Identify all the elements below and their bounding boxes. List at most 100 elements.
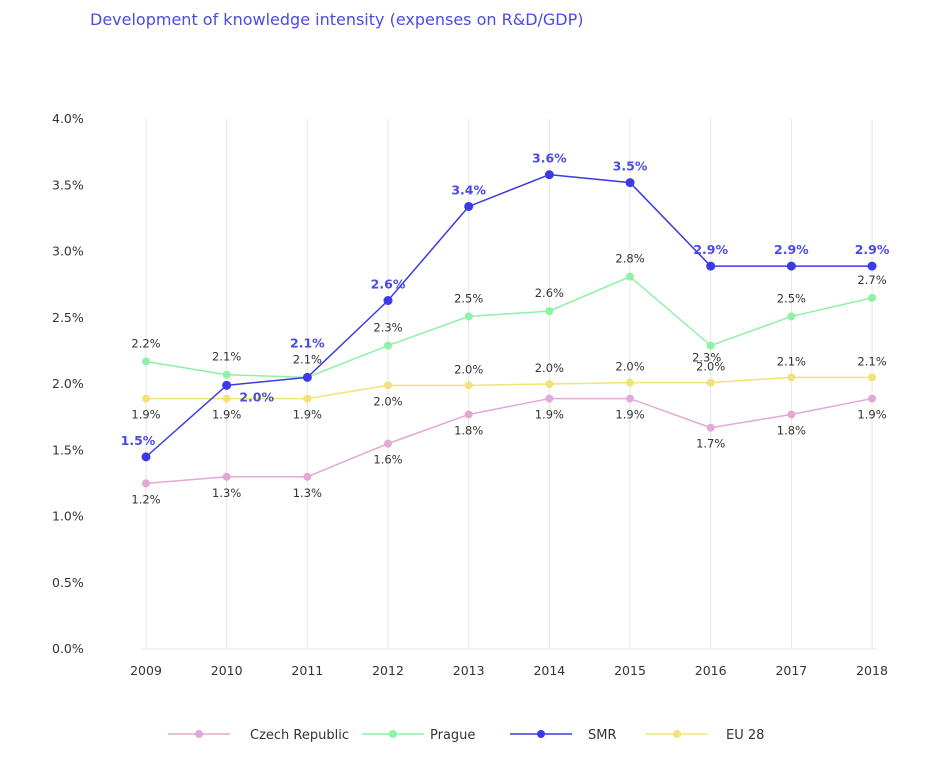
data-label-czech-republic: 1.7% [696, 437, 725, 451]
data-label-prague: 2.3% [692, 351, 721, 365]
data-point-prague [545, 307, 554, 316]
data-point-czech-republic [706, 423, 715, 432]
data-label-eu-28: 1.9% [293, 408, 322, 422]
data-label-eu-28: 2.0% [615, 360, 644, 374]
data-label-smr: 2.6% [371, 277, 406, 292]
data-point-eu-28 [787, 373, 796, 382]
data-point-smr [222, 380, 232, 390]
data-point-prague [787, 312, 796, 321]
y-tick-label: 2.0% [52, 376, 84, 391]
x-tick-label: 2015 [614, 663, 646, 678]
data-label-prague: 2.5% [777, 291, 806, 305]
x-tick-label: 2016 [695, 663, 727, 678]
data-point-prague [706, 341, 715, 350]
data-label-czech-republic: 1.9% [857, 408, 886, 422]
data-label-eu-28: 2.0% [535, 361, 564, 375]
data-point-eu-28 [142, 394, 150, 403]
y-tick-label: 4.0% [52, 111, 84, 126]
x-tick-label: 2012 [372, 663, 404, 678]
x-tick-label: 2013 [453, 663, 485, 678]
legend-label-smr: SMR [588, 728, 617, 743]
data-point-smr [706, 261, 716, 271]
data-point-eu-28 [868, 373, 877, 382]
y-tick-label: 1.5% [52, 442, 84, 457]
data-point-smr [544, 170, 554, 180]
series-line-prague [145, 275, 873, 379]
data-label-smr: 3.6% [532, 151, 567, 166]
data-label-eu-28: 2.1% [777, 354, 806, 368]
data-label-eu-28: 2.0% [696, 360, 725, 374]
y-tick-label: 2.5% [52, 310, 84, 325]
data-point-prague [868, 293, 877, 302]
data-label-eu-28: 2.0% [454, 362, 483, 376]
data-label-prague: 2.7% [857, 273, 886, 287]
data-label-czech-republic: 1.9% [615, 408, 644, 422]
data-point-eu-28 [706, 378, 715, 387]
series-line-czech-republic [145, 397, 873, 485]
data-label-prague: 2.6% [535, 286, 564, 300]
data-point-eu-28 [222, 394, 231, 403]
data-label-eu-28: 1.9% [131, 408, 160, 422]
data-label-eu-28: 1.9% [212, 408, 241, 422]
data-point-eu-28 [464, 381, 473, 390]
data-point-prague [384, 341, 393, 350]
data-label-prague: 2.1% [293, 352, 322, 366]
data-point-czech-republic [787, 410, 796, 419]
x-tick-label: 2018 [856, 663, 888, 678]
data-point-eu-28 [384, 381, 393, 390]
data-point-czech-republic [222, 472, 231, 481]
data-point-prague [464, 312, 473, 321]
data-label-eu-28: 2.0% [373, 394, 402, 408]
data-label-prague: 2.8% [615, 252, 644, 266]
data-point-czech-republic [303, 472, 312, 481]
data-label-czech-republic: 1.8% [454, 423, 483, 437]
data-point-czech-republic [545, 394, 554, 403]
y-tick-label: 0.5% [52, 575, 84, 590]
data-label-smr: 3.5% [613, 159, 648, 174]
data-point-czech-republic [626, 394, 635, 403]
data-label-smr: 2.0% [239, 389, 274, 404]
data-point-smr [867, 261, 877, 271]
data-label-eu-28: 2.1% [857, 354, 886, 368]
data-label-smr: 2.1% [290, 335, 325, 350]
chart-title: Development of knowledge intensity (expe… [90, 10, 584, 29]
data-label-smr: 2.9% [774, 242, 809, 257]
data-label-prague: 2.2% [131, 336, 160, 350]
data-point-eu-28 [545, 380, 554, 388]
data-label-czech-republic: 1.6% [373, 453, 402, 467]
data-point-smr [383, 296, 393, 306]
x-tick-label: 2011 [291, 663, 323, 678]
data-point-smr [464, 201, 474, 211]
data-label-prague: 2.5% [454, 291, 483, 305]
data-label-smr: 2.9% [693, 242, 728, 257]
x-tick-label: 2014 [533, 663, 565, 678]
data-label-prague: 2.1% [212, 350, 241, 364]
legend-marker-czech-republic [195, 730, 203, 738]
y-tick-label: 3.5% [52, 177, 84, 192]
y-tick-label: 0.0% [52, 641, 84, 656]
x-tick-label: 2009 [130, 663, 162, 678]
data-point-eu-28 [303, 394, 312, 403]
data-label-czech-republic: 1.8% [777, 423, 806, 437]
y-tick-label: 1.0% [52, 509, 84, 524]
series-line-smr [145, 173, 873, 458]
data-label-smr: 2.9% [855, 242, 890, 257]
legend-marker-eu-28 [673, 730, 681, 738]
y-tick-label: 3.0% [52, 244, 84, 259]
data-point-czech-republic [868, 394, 877, 403]
data-point-smr [786, 261, 796, 271]
data-point-smr [141, 452, 151, 462]
data-label-smr: 3.4% [451, 182, 486, 197]
data-label-czech-republic: 1.2% [131, 492, 160, 506]
data-point-czech-republic [464, 410, 473, 419]
x-tick-label: 2017 [775, 663, 807, 678]
data-point-czech-republic [384, 439, 393, 448]
legend-label-prague: Prague [430, 728, 475, 743]
data-point-prague [222, 370, 231, 379]
data-label-smr: 1.5% [121, 433, 156, 448]
data-label-czech-republic: 1.3% [293, 486, 322, 500]
data-point-smr [302, 372, 312, 382]
legend-marker-prague [389, 730, 397, 738]
series-line-eu-28 [146, 376, 873, 400]
data-label-prague: 2.3% [373, 321, 402, 335]
